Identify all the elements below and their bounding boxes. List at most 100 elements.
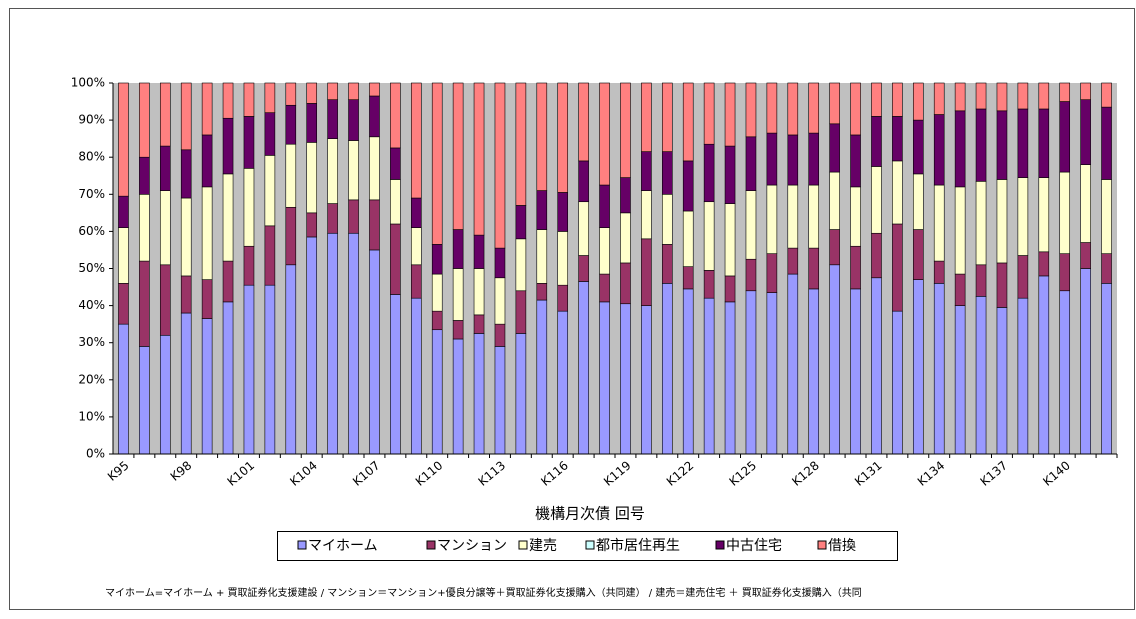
- bar-segment: [620, 82, 631, 178]
- bar-segment: [243, 245, 255, 286]
- bar-segment: [808, 184, 820, 249]
- bar-segment: [222, 117, 234, 175]
- bar-segment: [829, 229, 840, 266]
- bar-segment: [285, 143, 297, 208]
- bar-segment: [306, 212, 318, 238]
- legend-swatch: [715, 540, 725, 550]
- bar-segment: [724, 145, 736, 204]
- bar-segment: [682, 288, 694, 455]
- bar-segment: [515, 205, 527, 240]
- bar-segment: [745, 190, 757, 260]
- bar-segment: [682, 210, 694, 267]
- bar-segment: [180, 197, 192, 277]
- bar-segment: [599, 227, 610, 275]
- bar-segment: [682, 82, 694, 162]
- bar-segment: [118, 283, 129, 325]
- bar-segment: [892, 310, 903, 455]
- bar-segment: [766, 292, 778, 455]
- bar-segment: [264, 82, 276, 113]
- bar-segment: [703, 270, 715, 299]
- bar-segment: [641, 151, 652, 191]
- bar-segment: [808, 247, 820, 290]
- bar-segment: [682, 160, 694, 212]
- bar-segment: [243, 82, 255, 117]
- bar-segment: [578, 201, 589, 256]
- bar-segment: [892, 82, 903, 117]
- bar-segment: [724, 82, 736, 147]
- bar-segment: [369, 199, 380, 251]
- bar-segment: [787, 247, 799, 275]
- bar-segment: [641, 238, 652, 306]
- bar-segment: [452, 82, 464, 230]
- bar-segment: [1080, 242, 1091, 269]
- bar-segment: [390, 223, 401, 295]
- bar-segment: [829, 264, 840, 455]
- bar-segment: [139, 82, 150, 158]
- bar-segment: [724, 275, 736, 303]
- bar-segment: [285, 104, 297, 145]
- bar-segment: [536, 299, 548, 455]
- bar-segment: [641, 190, 652, 240]
- bar-segment: [452, 320, 464, 340]
- bar-segment: [201, 318, 213, 455]
- bar-segment: [829, 171, 840, 230]
- bar-segment: [473, 234, 485, 269]
- bar-segment: [787, 184, 799, 249]
- bar-segment: [139, 346, 150, 455]
- bar-segment: [745, 136, 757, 191]
- bar-segment: [599, 82, 610, 186]
- bar-segment: [118, 323, 129, 455]
- bar-segment: [975, 296, 987, 455]
- bar-segment: [912, 82, 924, 121]
- bar-segment: [975, 181, 987, 266]
- bar-segment: [431, 329, 443, 455]
- bar-segment: [473, 82, 485, 236]
- legend-label: 都市居住再生: [596, 537, 680, 554]
- bar-segment: [536, 190, 548, 230]
- bar-segment: [473, 268, 485, 316]
- bar-segment: [180, 312, 192, 455]
- bar-segment: [369, 95, 380, 138]
- bar-segment: [954, 186, 966, 275]
- bar-segment: [850, 134, 861, 188]
- bar-segment: [933, 260, 945, 284]
- bar-segment: [264, 155, 276, 227]
- bar-segment: [787, 134, 799, 186]
- bar-segment: [850, 186, 861, 247]
- bar-segment: [1059, 253, 1071, 292]
- bar-segment: [264, 112, 276, 156]
- bar-segment: [1038, 108, 1050, 178]
- bar-segment: [410, 264, 422, 299]
- bar-segment: [1059, 171, 1071, 254]
- legend-swatch: [585, 540, 595, 550]
- bar-segment: [285, 82, 297, 106]
- bar-segment: [787, 273, 799, 455]
- bar-segment: [222, 82, 234, 119]
- bar-segment: [871, 82, 882, 117]
- bar-segment: [285, 264, 297, 455]
- bar-segment: [641, 82, 652, 152]
- legend-label: マンション: [437, 538, 507, 554]
- bar-segment: [1080, 99, 1091, 165]
- bar-segment: [724, 301, 736, 455]
- legend-swatch: [518, 540, 528, 550]
- bar-segment: [139, 156, 150, 195]
- bar-segment: [871, 277, 882, 455]
- bar-segment: [892, 160, 903, 225]
- bar-segment: [703, 82, 715, 145]
- bar-segment: [620, 177, 631, 214]
- y-tick-label: 10%: [78, 409, 105, 423]
- bar-segment: [850, 82, 861, 136]
- bar-segment: [473, 314, 485, 334]
- bar-segment: [599, 273, 610, 303]
- bar-segment: [703, 297, 715, 455]
- bar-segment: [766, 132, 778, 186]
- bar-segment: [1059, 82, 1071, 102]
- bar-segment: [745, 258, 757, 292]
- bar-segment: [536, 82, 548, 191]
- bar-segment: [557, 192, 569, 232]
- bar-segment: [620, 262, 631, 305]
- bar-segment: [724, 203, 736, 277]
- bar-segment: [996, 262, 1008, 308]
- bar-segment: [515, 290, 527, 334]
